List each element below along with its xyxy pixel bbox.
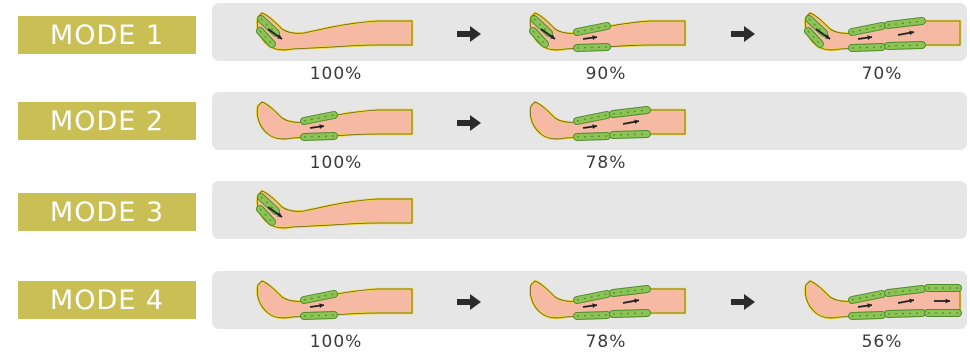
mode-4-step-1-pressure: 100%	[309, 332, 363, 352]
mode-2-badge[interactable]: MODE 2	[18, 102, 196, 140]
mode-2-label: MODE 2	[49, 105, 165, 137]
mode-1-step-1-pressure: 100%	[309, 64, 363, 84]
foot-chamber	[529, 27, 549, 48]
flow-arrow-icon	[582, 303, 598, 308]
thigh-chamber	[884, 309, 926, 318]
mode-1-label: MODE 1	[49, 19, 165, 51]
calf-chamber	[300, 311, 338, 320]
thigh-chamber	[884, 41, 926, 50]
foot-chamber	[257, 15, 280, 37]
calf-chamber	[848, 290, 886, 304]
mode-4-arrow-1-icon	[457, 294, 481, 310]
calf-chamber	[300, 290, 338, 304]
flow-arrow-icon	[540, 28, 556, 40]
calf-chamber	[300, 111, 338, 125]
mode-4-step-3-leg-icon	[804, 279, 962, 320]
thigh-chamber	[609, 285, 651, 297]
flow-arrow-icon	[582, 35, 598, 40]
mode-2-step-1-pressure: 100%	[309, 153, 363, 173]
foot-chamber	[256, 205, 276, 226]
mode-1-step-3-leg-icon	[804, 11, 962, 52]
calf-chamber	[573, 111, 611, 125]
mode-1-panel	[212, 3, 967, 61]
foot-chamber	[530, 15, 553, 37]
flow-arrow-icon	[815, 28, 831, 40]
foot-chamber	[805, 15, 828, 37]
mode-1-arrow-2-icon	[731, 26, 755, 42]
calf-chamber	[848, 311, 886, 320]
mode-2-step-2-leg-icon	[529, 100, 687, 141]
mode-1-badge[interactable]: MODE 1	[18, 16, 196, 54]
flow-arrow-icon	[309, 303, 325, 308]
mode-2-step-2-pressure: 78%	[585, 153, 627, 173]
mode-2-step-1-leg-icon	[256, 100, 414, 141]
flow-arrow-icon	[267, 206, 283, 218]
foot-chamber	[804, 27, 824, 48]
flow-arrow-icon	[622, 119, 640, 125]
flow-arrow-icon	[857, 35, 873, 40]
calf-chamber	[573, 132, 611, 141]
flow-arrow-icon	[267, 28, 283, 40]
flow-arrow-icon	[582, 124, 598, 129]
mode-2-arrow-1-icon	[457, 115, 481, 131]
mode-4-arrow-2-icon	[731, 294, 755, 310]
thigh-chamber	[609, 309, 651, 318]
flow-arrow-icon	[897, 298, 915, 304]
mode-4-step-2-leg-icon	[529, 279, 687, 320]
mode-1-step-2-leg-icon	[529, 11, 687, 52]
mode-3-panel	[212, 181, 967, 239]
flow-arrow-icon	[309, 124, 325, 129]
mode-1-step-3-pressure: 70%	[861, 64, 903, 84]
mode-3-step-1-leg-icon	[256, 189, 414, 230]
foot-chamber	[257, 193, 280, 215]
calf-chamber	[300, 132, 338, 141]
thigh-chamber	[884, 17, 926, 29]
flow-arrow-icon	[897, 30, 915, 36]
flow-arrow-icon	[934, 298, 950, 304]
calf-chamber	[573, 290, 611, 304]
flow-arrow-icon	[857, 303, 873, 308]
mode-2-panel	[212, 92, 967, 150]
mode-1-step-2-pressure: 90%	[585, 64, 627, 84]
thigh-chamber	[609, 106, 651, 118]
flow-arrow-icon	[622, 298, 640, 304]
mode-4-step-2-pressure: 78%	[585, 332, 627, 352]
mode-3-badge[interactable]: MODE 3	[18, 193, 196, 231]
calf-chamber	[848, 22, 886, 36]
calf-chamber	[573, 311, 611, 320]
thigh-chamber	[884, 285, 926, 297]
calf-chamber	[573, 22, 611, 36]
mode-4-label: MODE 4	[49, 284, 165, 316]
thigh-chamber	[609, 130, 651, 139]
mode-3-label: MODE 3	[49, 196, 165, 228]
mode-4-step-1-leg-icon	[256, 279, 414, 320]
mode-4-panel	[212, 271, 967, 329]
mode-1-step-1-leg-icon	[256, 11, 414, 52]
foot-chamber	[256, 27, 276, 48]
calf-chamber	[573, 43, 611, 52]
calf-chamber	[848, 43, 886, 52]
mode-1-arrow-1-icon	[457, 26, 481, 42]
mode-4-step-3-pressure: 56%	[861, 332, 903, 352]
mode-4-badge[interactable]: MODE 4	[18, 281, 196, 319]
